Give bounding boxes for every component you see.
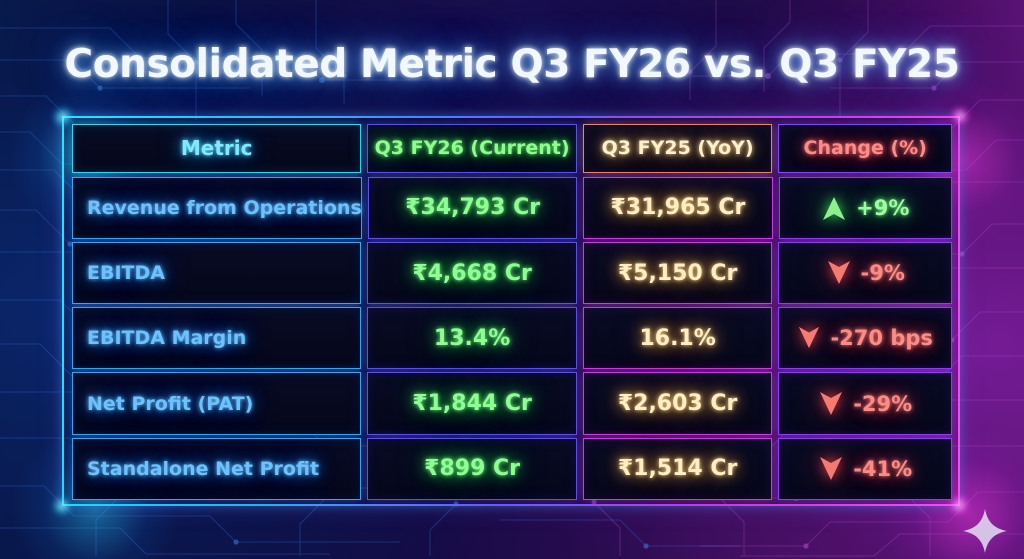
table-row: Standalone Net Profit ₹899 Cr ₹1,514 Cr … — [72, 437, 952, 500]
column-header-yoy: Q3 FY25 (YoY) — [582, 124, 773, 173]
cell-current: ₹1,844 Cr — [367, 372, 577, 435]
cell-metric: Revenue from Operations — [72, 176, 362, 239]
column-header-change-label: Change (%) — [803, 137, 927, 160]
column-header-yoy-label: Q3 FY25 (YoY) — [601, 137, 754, 160]
yoy-value: 16.1% — [639, 325, 716, 351]
comparison-table: Metric Q3 FY26 (Current) Q3 FY25 (YoY) C… — [72, 124, 952, 500]
frame-spark-top-right — [950, 106, 970, 126]
column-header-current-label: Q3 FY26 (Current) — [374, 137, 570, 160]
current-value: 13.4% — [433, 325, 511, 351]
arrow-down-icon — [799, 327, 820, 349]
cell-change: -270 bps — [778, 307, 952, 370]
table-row: EBITDA Margin 13.4% 16.1% -270 bps — [72, 307, 952, 370]
column-header-current: Q3 FY26 (Current) — [367, 124, 577, 173]
cell-current: ₹34,793 Cr — [368, 176, 578, 239]
metric-label: EBITDA — [87, 262, 165, 285]
cell-yoy: ₹31,965 Cr — [583, 176, 773, 239]
cell-current: ₹899 Cr — [367, 437, 577, 500]
change-value: -29% — [853, 391, 913, 416]
yoy-value: ₹1,514 Cr — [617, 456, 738, 482]
cell-metric: Standalone Net Profit — [72, 437, 362, 500]
cell-yoy: 16.1% — [582, 307, 773, 370]
cell-change: -29% — [778, 372, 952, 435]
frame-spark-bottom-left — [52, 496, 72, 516]
metric-label: Net Profit (PAT) — [87, 392, 254, 415]
metric-label: Revenue from Operations — [87, 196, 362, 219]
current-value: ₹899 Cr — [424, 456, 521, 482]
yoy-value: ₹31,965 Cr — [610, 195, 746, 221]
metric-label: Standalone Net Profit — [87, 457, 320, 480]
column-header-metric-label: Metric — [180, 136, 253, 161]
page-title: Consolidated Metric Q3 FY26 vs. Q3 FY25 — [64, 42, 960, 87]
arrow-down-icon — [820, 456, 843, 480]
arrow-down-icon — [820, 391, 843, 415]
cell-change: -9% — [778, 241, 952, 305]
current-value: ₹1,844 Cr — [412, 391, 532, 417]
column-header-change: Change (%) — [778, 124, 952, 173]
yoy-value: ₹5,150 Cr — [617, 260, 738, 286]
cell-metric: Net Profit (PAT) — [72, 372, 362, 435]
cell-yoy: ₹2,603 Cr — [582, 372, 773, 435]
cell-change: +9% — [778, 176, 952, 239]
cell-current: 13.4% — [367, 307, 577, 370]
arrow-up-icon — [823, 196, 846, 220]
change-value: +9% — [856, 195, 910, 220]
metric-label: EBITDA Margin — [87, 327, 247, 350]
cell-yoy: ₹5,150 Cr — [582, 241, 773, 305]
arrow-down-icon — [827, 261, 850, 285]
change-value: -9% — [860, 261, 905, 286]
cell-metric: EBITDA — [72, 241, 362, 305]
table-row: Revenue from Operations ₹34,793 Cr ₹31,9… — [72, 176, 952, 239]
cell-metric: EBITDA Margin — [72, 307, 362, 370]
change-value: -270 bps — [830, 326, 933, 351]
current-value: ₹4,668 Cr — [412, 260, 532, 286]
cell-yoy: ₹1,514 Cr — [582, 437, 773, 500]
cell-change: -41% — [778, 437, 952, 500]
sparkle-icon — [963, 509, 1007, 553]
change-value: -41% — [853, 456, 913, 481]
table-row: EBITDA ₹4,668 Cr ₹5,150 Cr -9% — [72, 241, 952, 305]
cell-current: ₹4,668 Cr — [367, 241, 577, 305]
table-header-row: Metric Q3 FY26 (Current) Q3 FY25 (YoY) C… — [72, 124, 952, 173]
column-header-metric: Metric — [72, 124, 362, 173]
table-row: Net Profit (PAT) ₹1,844 Cr ₹2,603 Cr -29… — [72, 372, 952, 435]
yoy-value: ₹2,603 Cr — [617, 391, 738, 417]
current-value: ₹34,793 Cr — [405, 195, 541, 221]
